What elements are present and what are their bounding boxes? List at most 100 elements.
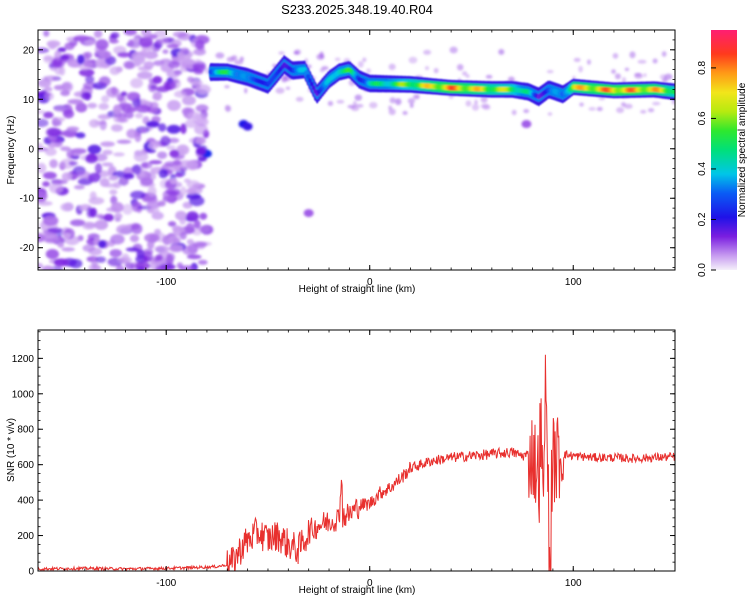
spectrogram-cell — [586, 59, 591, 65]
spectrogram-cell — [86, 207, 93, 218]
spectrogram-cell — [38, 162, 47, 174]
spectrogram-cell — [327, 100, 334, 107]
spectrogram-cell — [176, 144, 190, 156]
spectrogram-cell — [180, 123, 187, 135]
spectrogram-cell — [166, 79, 179, 84]
snr-frame — [37, 329, 676, 572]
spectrogram-cell — [142, 255, 151, 263]
spectrogram-cell — [125, 91, 139, 101]
spectrogram-cell — [275, 87, 285, 94]
spectrogram-cell — [147, 207, 155, 214]
spectrogram-cell — [100, 50, 112, 59]
spectrogram-cell — [614, 73, 621, 80]
spectrogram-cell — [244, 87, 248, 94]
spectrogram-cell — [38, 109, 46, 115]
spectrogram-cell — [239, 56, 244, 62]
spectrogram-cell — [173, 90, 187, 98]
spectrogram-cell — [186, 254, 202, 260]
spectrogram-cell — [166, 99, 181, 111]
spectrogram-cell — [423, 49, 432, 55]
snr-ytick-label: 1000 — [12, 389, 35, 400]
spectrogram-cell — [148, 141, 159, 150]
spectrogram-cell — [242, 122, 253, 131]
snr-ytick-label: 400 — [17, 496, 34, 507]
spectrogram-cell — [389, 97, 396, 104]
spectrogram-cell — [134, 112, 144, 119]
spectrogram-cell — [87, 144, 102, 155]
spectrogram-cell — [295, 96, 304, 102]
spectrogram-cell — [498, 49, 505, 55]
spectrogram-ytick-label: -10 — [20, 194, 35, 205]
spectrogram-cell — [197, 259, 208, 265]
spectrogram-cell — [357, 60, 364, 68]
spectrogram-cell — [124, 111, 134, 119]
spectrogram-cell — [471, 103, 480, 111]
spectrogram-cell — [409, 103, 414, 108]
spectrogram-cell — [192, 63, 204, 70]
spectrogram-cell — [511, 109, 517, 116]
spectrogram-cell — [612, 52, 619, 59]
spectrogram-cell — [662, 78, 668, 83]
spectrogram-cell — [152, 75, 163, 84]
colorbar-tick-label: 0.2 — [697, 212, 708, 226]
spectrogram-cell — [44, 238, 59, 244]
spectrogram-cell — [185, 188, 197, 195]
spectrogram-cell — [44, 75, 58, 82]
spectrogram-cell — [137, 71, 153, 80]
snr-ytick-label: 600 — [17, 460, 34, 471]
spectrogram-cell — [94, 163, 103, 174]
colorbar-tick-label: 0.8 — [697, 61, 708, 75]
spectrogram-cell — [112, 111, 120, 123]
spectrogram-cell — [573, 57, 581, 62]
spectrogram-cell — [132, 164, 142, 175]
spectrogram-cell — [151, 211, 164, 220]
spectrogram-cell — [166, 145, 176, 151]
spectrogram-cell — [579, 102, 584, 107]
spectrogram-cell — [521, 120, 532, 129]
spectrogram-cell — [38, 233, 45, 243]
spectrogram-cell — [120, 91, 128, 97]
spectrogram-cell — [67, 98, 84, 105]
colorbar-tick-label: 0.4 — [697, 162, 708, 176]
spectrogram-cell — [231, 55, 238, 61]
spectrogram-cell — [146, 201, 161, 209]
spectrogram-cell — [177, 160, 194, 169]
spectrogram-cell — [185, 222, 195, 234]
spectrogram-cell — [160, 135, 171, 147]
spectrogram-cell — [102, 149, 113, 155]
snr-xtick-label: -100 — [156, 578, 176, 589]
spectrogram-cell — [158, 168, 169, 179]
spectrogram-cell — [93, 30, 103, 39]
spectrogram-cell — [144, 233, 160, 243]
spectrogram-cell — [166, 124, 181, 134]
spectrogram-cell — [158, 38, 169, 45]
spectrogram-cell — [49, 182, 64, 194]
spectrogram-xtick-label: -100 — [156, 277, 176, 288]
spectrogram-cell — [402, 111, 408, 116]
spectrogram-cell — [112, 170, 127, 178]
spectrogram-cell — [101, 162, 114, 167]
spectrogram-cell — [224, 104, 230, 112]
spectrogram-cell — [485, 74, 493, 79]
spectrogram-cell — [43, 30, 50, 37]
spectrogram-cell — [194, 39, 205, 50]
spectrogram-cell — [629, 51, 636, 59]
spectrogram-cell — [596, 106, 603, 112]
spectrogram-cell — [83, 61, 94, 67]
spectrogram-cell — [117, 52, 132, 58]
spectrogram-cell — [177, 32, 192, 41]
spectrogram-cell — [611, 69, 616, 74]
spectrogram-cell — [78, 68, 95, 77]
snr-xtick-label: 0 — [367, 578, 373, 589]
spectrogram-cell — [179, 47, 190, 55]
spectrogram-cell — [167, 221, 177, 227]
colorbar-axes: 0.0 0.2 0.4 0.6 0.8 — [697, 61, 716, 277]
spectrogram-ytick-label: 10 — [23, 95, 35, 106]
spectrogram-cell — [59, 54, 70, 60]
spectrogram-cell — [130, 190, 146, 200]
spectrogram-cell — [482, 104, 491, 110]
spectrogram-cell — [480, 96, 488, 103]
spectrogram-cell — [215, 52, 225, 59]
spectrogram-cell — [620, 102, 626, 107]
